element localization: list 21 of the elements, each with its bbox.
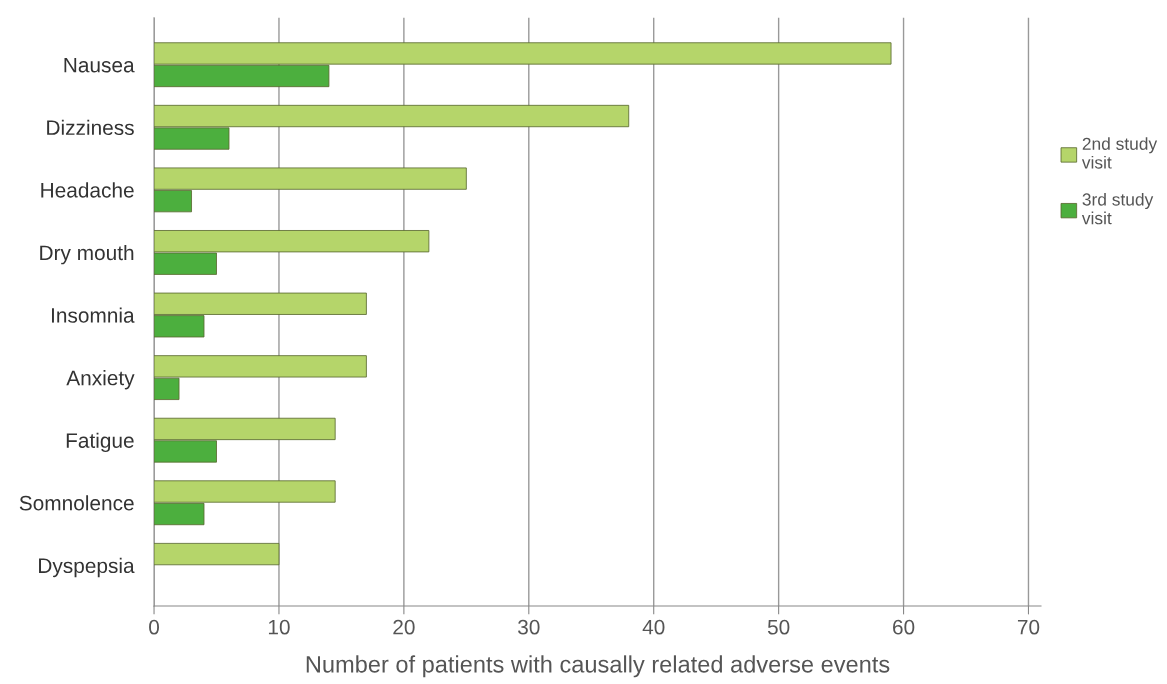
x-tick-label: 60 (893, 619, 915, 635)
y-tick-label: Nausea (64, 57, 135, 73)
x-tick-label: 40 (642, 619, 665, 635)
y-tick-label: Fatigue (66, 432, 134, 453)
bar (154, 542, 280, 566)
x-tick-label: 30 (518, 619, 540, 635)
x-tick-label: 10 (268, 619, 290, 635)
x-tick-label: 20 (393, 619, 415, 635)
y-tick-label: Dizziness (47, 119, 134, 136)
x-tick-label: 70 (1017, 619, 1040, 635)
y-tick-label: Anxiety (66, 370, 135, 390)
legend-label: 3rd study visit (1081, 192, 1154, 225)
y-tick-label: Insomnia (52, 307, 135, 323)
x-tick-label: 50 (767, 619, 790, 635)
y-tick-label: Dry mouth (40, 244, 134, 265)
x-tick-label: 0 (149, 619, 160, 635)
legend-label: 2nd study visit (1081, 137, 1158, 169)
y-tick-label: Dyspepsia (39, 557, 135, 578)
y-tick-label: Somnolence (19, 495, 134, 511)
y-tick-label: Headache (41, 182, 134, 198)
x-axis-title: Number of patients with causally related adverse events (306, 655, 890, 678)
